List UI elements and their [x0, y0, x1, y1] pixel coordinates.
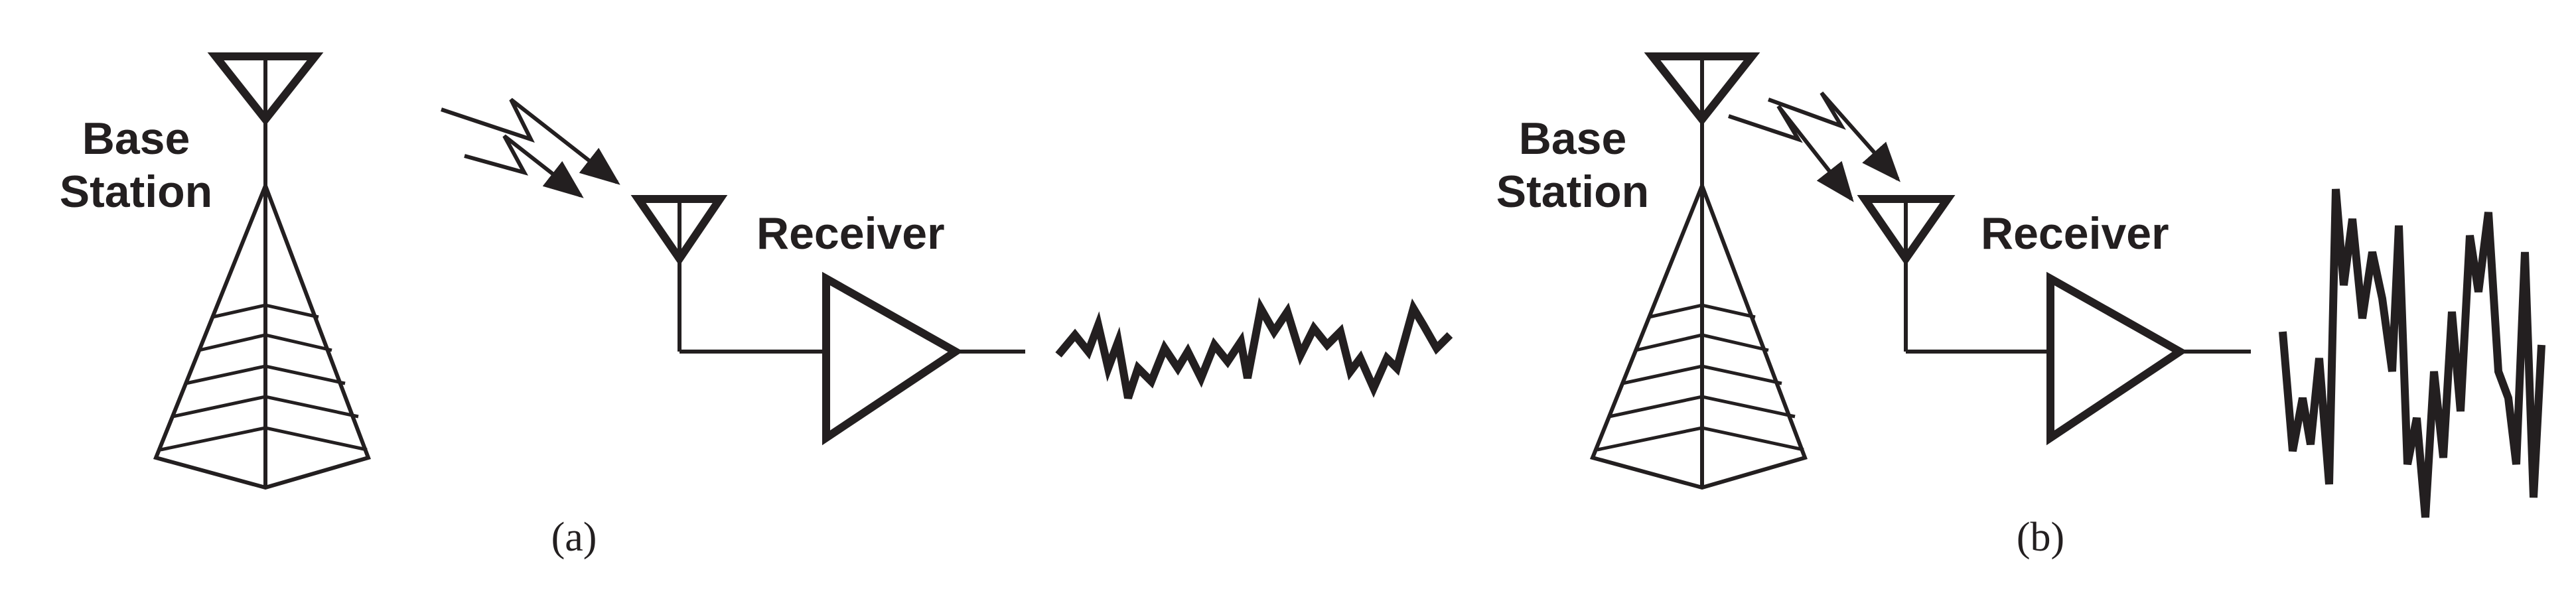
caption-b: (b) — [2017, 515, 2064, 560]
panel-b — [1589, 52, 2545, 518]
station-label-line1-b: Base — [1519, 113, 1627, 164]
receiver-antenna-b — [1857, 195, 2050, 354]
receiver-label-b: Receiver — [1981, 208, 2169, 259]
panel-a — [153, 52, 1453, 490]
tower-antenna-b — [1644, 52, 1760, 126]
output-signal-large-b — [2279, 188, 2545, 518]
base-station-tower-b — [1589, 52, 1808, 490]
receiver-label-a: Receiver — [756, 208, 945, 259]
station-label-line2-a: Station — [60, 166, 212, 217]
signal-arrows-a — [441, 98, 620, 198]
station-label-line2-b: Station — [1496, 166, 1649, 217]
amplifier-b — [2046, 271, 2251, 446]
amplifier-a — [822, 271, 1025, 446]
caption-a: (a) — [551, 515, 597, 560]
output-signal-small-a — [1055, 297, 1453, 399]
receiver-antenna-a — [630, 195, 826, 354]
station-label-line1-a: Base — [82, 113, 190, 164]
base-station-tower-a — [153, 52, 371, 490]
signal-arrows-b — [1728, 92, 1900, 202]
tower-antenna-a — [207, 52, 324, 126]
